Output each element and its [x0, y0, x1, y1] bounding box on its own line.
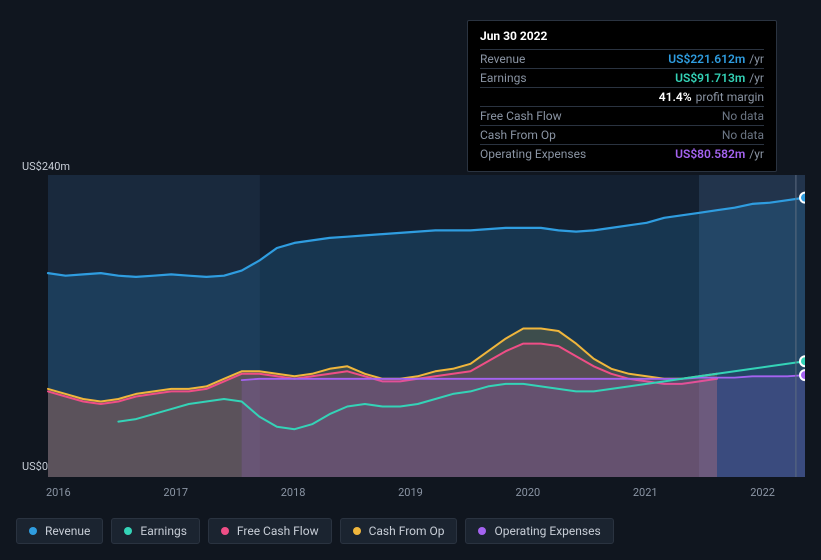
legend-swatch: [478, 527, 486, 535]
tooltip-row: Free Cash Flow No data: [480, 107, 764, 126]
tooltip-row-label: Operating Expenses: [480, 147, 586, 161]
x-axis: 2016 2017 2018 2019 2020 2021 2022: [16, 486, 805, 499]
tooltip-row-value: No data: [722, 109, 764, 123]
tooltip-row: Cash From Op No data: [480, 126, 764, 145]
legend-item-earnings[interactable]: Earnings: [111, 518, 200, 544]
tooltip-row: Operating Expenses US$80.582m/yr: [480, 145, 764, 163]
y-axis-max-label: US$240m: [22, 160, 70, 173]
tooltip-row-value: US$80.582m/yr: [675, 147, 764, 161]
legend-item-label: Operating Expenses: [494, 524, 600, 538]
legend: Revenue Earnings Free Cash Flow Cash From O…: [16, 518, 805, 544]
x-tick-label: 2016: [46, 486, 71, 499]
tooltip-row-label: Cash From Op: [480, 128, 556, 142]
tooltip-row-value: No data: [722, 128, 764, 142]
x-tick-label: 2019: [398, 486, 423, 499]
x-tick-label: 2022: [750, 486, 775, 499]
x-tick-label: 2021: [633, 486, 658, 499]
x-tick-label: 2020: [516, 486, 541, 499]
legend-swatch: [353, 527, 361, 535]
legend-swatch: [124, 527, 132, 535]
legend-item-operating_expenses[interactable]: Operating Expenses: [465, 518, 613, 544]
chart[interactable]: [16, 175, 805, 477]
tooltip: Jun 30 2022 Revenue US$221.612m/yr Earning…: [467, 20, 777, 172]
tooltip-row: 41.4%profit margin: [480, 88, 764, 107]
legend-swatch: [29, 527, 37, 535]
tooltip-row-value: US$91.713m/yr: [675, 71, 764, 85]
tooltip-row-label: Free Cash Flow: [480, 109, 562, 123]
tooltip-title: Jun 30 2022: [480, 29, 764, 50]
legend-item-revenue[interactable]: Revenue: [16, 518, 103, 544]
legend-item-free_cash_flow[interactable]: Free Cash Flow: [208, 518, 332, 544]
legend-item-cash_from_op[interactable]: Cash From Op: [340, 518, 458, 544]
x-tick-label: 2018: [281, 486, 306, 499]
tooltip-row-value: 41.4%profit margin: [659, 90, 764, 104]
legend-item-label: Earnings: [140, 524, 187, 538]
tooltip-row-value: US$221.612m/yr: [668, 52, 764, 66]
tooltip-row: Earnings US$91.713m/yr: [480, 69, 764, 88]
x-tick-label: 2017: [163, 486, 188, 499]
legend-item-label: Free Cash Flow: [237, 524, 319, 538]
tooltip-row: Revenue US$221.612m/yr: [480, 50, 764, 69]
tooltip-row-label: Revenue: [480, 52, 525, 66]
legend-item-label: Revenue: [45, 524, 90, 538]
tooltip-row-label: Earnings: [480, 71, 527, 85]
legend-item-label: Cash From Op: [369, 524, 445, 538]
legend-swatch: [221, 527, 229, 535]
